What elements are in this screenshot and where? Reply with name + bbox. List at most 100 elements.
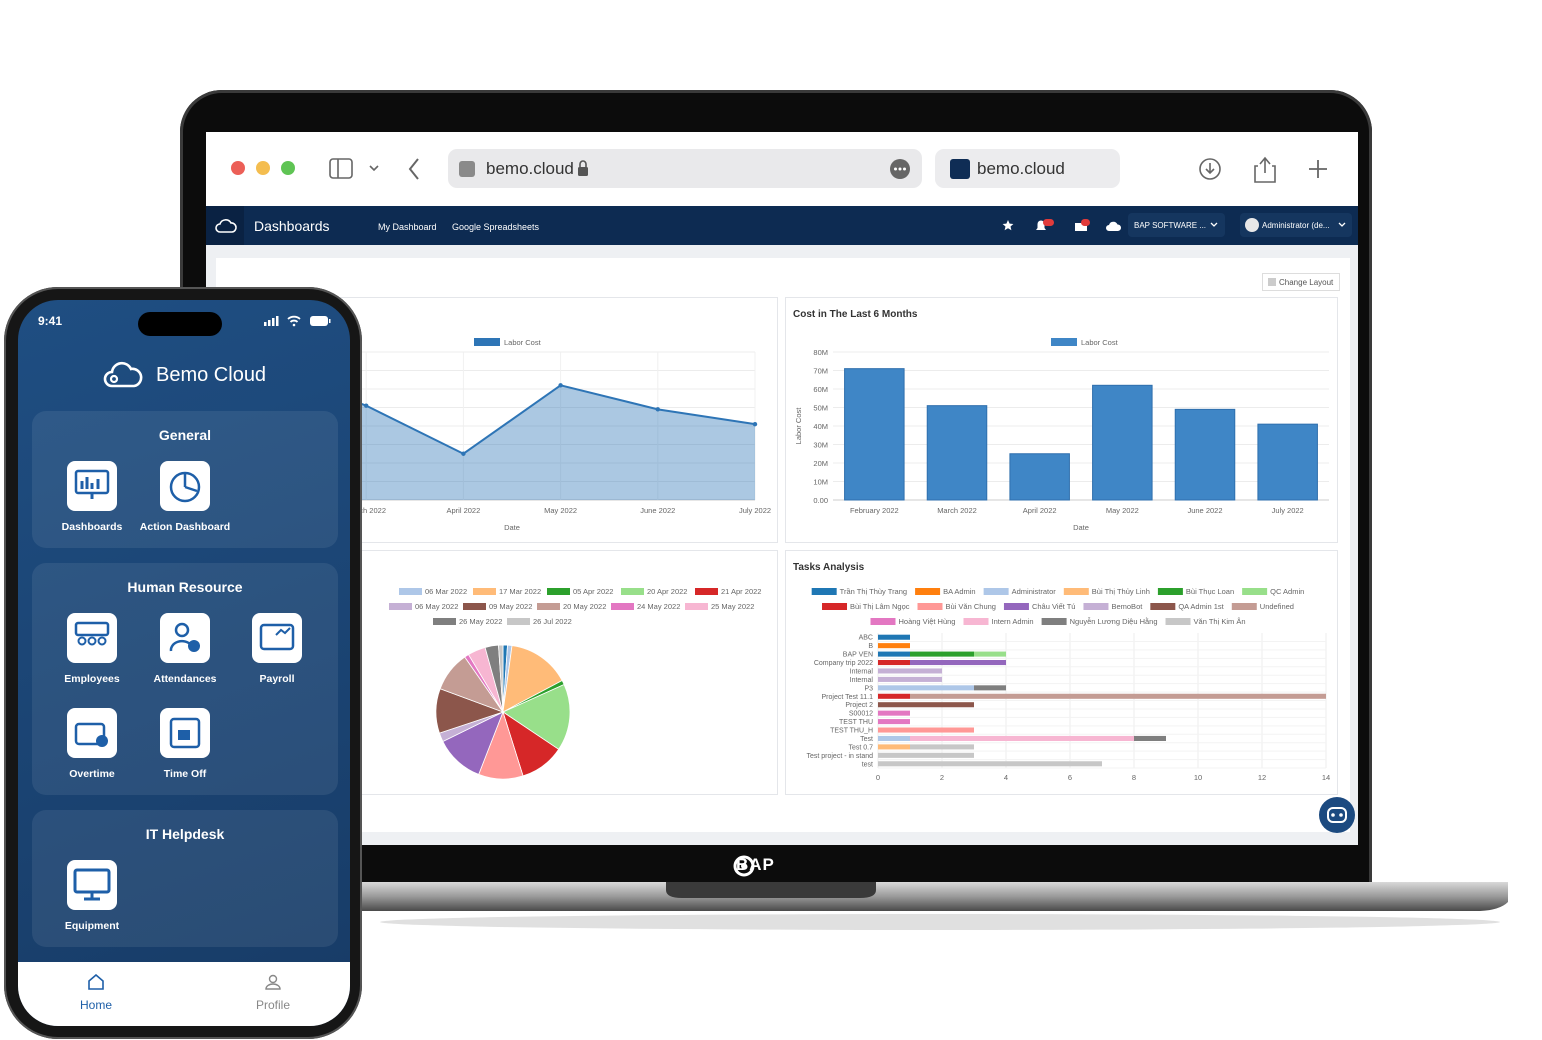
- caret: [1210, 222, 1218, 227]
- section-title: Human Resource: [127, 579, 243, 595]
- glyph: [174, 622, 190, 638]
- x-tick-label: July 2022: [1272, 506, 1304, 515]
- browser-tab[interactable]: bemo.cloud: [935, 149, 1120, 188]
- legend-swatch: [811, 588, 837, 595]
- menu-icon[interactable]: [160, 708, 210, 758]
- bar-chart: Cost in The Last 6 Months 0.00 10M 20M 30M 40…: [793, 309, 1329, 532]
- x-tick-label: 6: [1068, 773, 1072, 782]
- tab-profile[interactable]: Profile: [255, 998, 290, 1012]
- legend-swatch: [399, 588, 422, 595]
- menu-icon[interactable]: [67, 860, 117, 910]
- legend-label: BemoBot: [1111, 602, 1143, 611]
- status-icons: [264, 315, 331, 327]
- x-tick-label: 4: [1004, 773, 1008, 782]
- nav-link[interactable]: My Dashboard: [378, 222, 437, 232]
- maximize-button[interactable]: [281, 161, 295, 175]
- y-tick-label: Project Test 11.1: [822, 694, 874, 701]
- menu-icon[interactable]: [67, 708, 117, 758]
- chart-panel: Tasks Analysis 0 2 4 6 8 10 12 14 ABC B BAP VEN Comp…: [785, 550, 1338, 795]
- legend-label: Nguyễn Lương Diệu Hằng: [1070, 617, 1158, 626]
- minimize-button[interactable]: [256, 161, 270, 175]
- legend-swatch: [1150, 603, 1176, 610]
- browser-nav-icons[interactable]: [326, 156, 436, 182]
- y-tick-label: 0.00: [813, 496, 828, 505]
- x-tick-label: April 2022: [1023, 506, 1057, 515]
- section-title: General: [158, 427, 212, 443]
- legend-swatch: [1231, 603, 1257, 610]
- glyph: [87, 636, 97, 646]
- y-tick-label: TEST THU: [839, 719, 873, 726]
- menu-label[interactable]: Attendances: [153, 673, 217, 685]
- cloud-icon: [215, 219, 237, 233]
- legend-label: Bùi Thị Thủy Linh: [1092, 587, 1150, 596]
- bar-segment: [878, 744, 910, 750]
- menu-icon[interactable]: [67, 461, 117, 511]
- toolbar-icons[interactable]: [1196, 154, 1336, 186]
- user-menu[interactable]: Administrator (de...: [1240, 213, 1352, 237]
- x-tick-label: April 2022: [447, 506, 481, 515]
- home-icon: [88, 974, 104, 990]
- bar-segment: [974, 685, 1006, 691]
- address-bar[interactable]: bemo.cloud: [448, 149, 922, 188]
- menu-label[interactable]: Overtime: [69, 768, 115, 780]
- menu-icon[interactable]: [67, 613, 117, 663]
- legend-swatch: [822, 603, 848, 610]
- bar-segment: [878, 685, 974, 691]
- dynamic-island: [138, 312, 222, 336]
- bar-segment: [878, 710, 910, 716]
- menu-label[interactable]: Equipment: [64, 920, 120, 932]
- menu-toggle[interactable]: [206, 206, 244, 245]
- more-icon[interactable]: [889, 158, 911, 180]
- bar-segment: [910, 651, 974, 657]
- company-select[interactable]: BAP SOFTWARE ...: [1128, 213, 1225, 237]
- menu-label[interactable]: Time Off: [163, 768, 207, 780]
- menu-icon[interactable]: [160, 613, 210, 663]
- bar-segment: [910, 744, 974, 750]
- legend-label: 20 May 2022: [563, 602, 606, 611]
- close-button[interactable]: [231, 161, 245, 175]
- area: [269, 368, 755, 500]
- glyph: [96, 735, 108, 747]
- menu-label[interactable]: Payroll: [259, 673, 295, 685]
- legend-label: 21 Apr 2022: [721, 587, 761, 596]
- nav-icons[interactable]: [1001, 216, 1121, 236]
- bar: [1257, 423, 1318, 501]
- menu-card: Human Resource Employees Attendances Payrol…: [32, 563, 338, 795]
- bar: [1174, 408, 1236, 501]
- bar: [1092, 384, 1153, 501]
- legend-label: 20 Apr 2022: [647, 587, 687, 596]
- tab-home[interactable]: Home: [79, 998, 112, 1012]
- menu-icon[interactable]: [160, 461, 210, 511]
- legend-swatch: [433, 618, 456, 625]
- bar-segment: [878, 727, 974, 733]
- y-tick-label: 70M: [813, 367, 828, 376]
- change-layout-button[interactable]: Change Layout: [1262, 273, 1340, 291]
- glyph: [74, 621, 110, 637]
- legend-row: Bùi Thị Lâm Ngọc Bùi Văn Chung Châu Viết T…: [822, 602, 1294, 611]
- menu-icon[interactable]: [252, 613, 302, 663]
- legend-label: QC Admin: [1270, 587, 1304, 596]
- legend-swatch: [870, 618, 896, 625]
- legend-swatch: [389, 603, 412, 610]
- chatbot-button[interactable]: [1318, 796, 1356, 834]
- legend-swatch: [1242, 588, 1268, 595]
- bar-segment: [878, 643, 910, 649]
- menu-label[interactable]: Employees: [64, 673, 120, 685]
- glyph: [77, 636, 87, 646]
- legend-swatch: [537, 603, 560, 610]
- menu-label[interactable]: Action Dashboard: [139, 521, 231, 533]
- legend-swatch: [963, 618, 989, 625]
- menu-label[interactable]: Dashboards: [61, 521, 123, 533]
- legend-label: 24 May 2022: [637, 602, 680, 611]
- legend-label: QA Admin 1st: [1178, 602, 1224, 611]
- glyph: [275, 627, 291, 636]
- glyph: [84, 892, 100, 901]
- x-tick-label: March 2022: [937, 506, 977, 515]
- chart-panel: Cost in The Last 6 Months 0.00 10M 20M 30M 40…: [785, 297, 1338, 543]
- nav-link[interactable]: Google Spreadsheets: [452, 222, 540, 232]
- y-tick-label: Internal: [850, 677, 874, 684]
- legend-label: Trần Thị Thùy Trang: [840, 587, 907, 596]
- x-tick-label: May 2022: [1106, 506, 1139, 515]
- pie-chart: 06 Mar 2022 17 Mar 2022 05 Apr 2022 20 Apr …: [241, 587, 761, 780]
- bar-segment: [878, 634, 910, 640]
